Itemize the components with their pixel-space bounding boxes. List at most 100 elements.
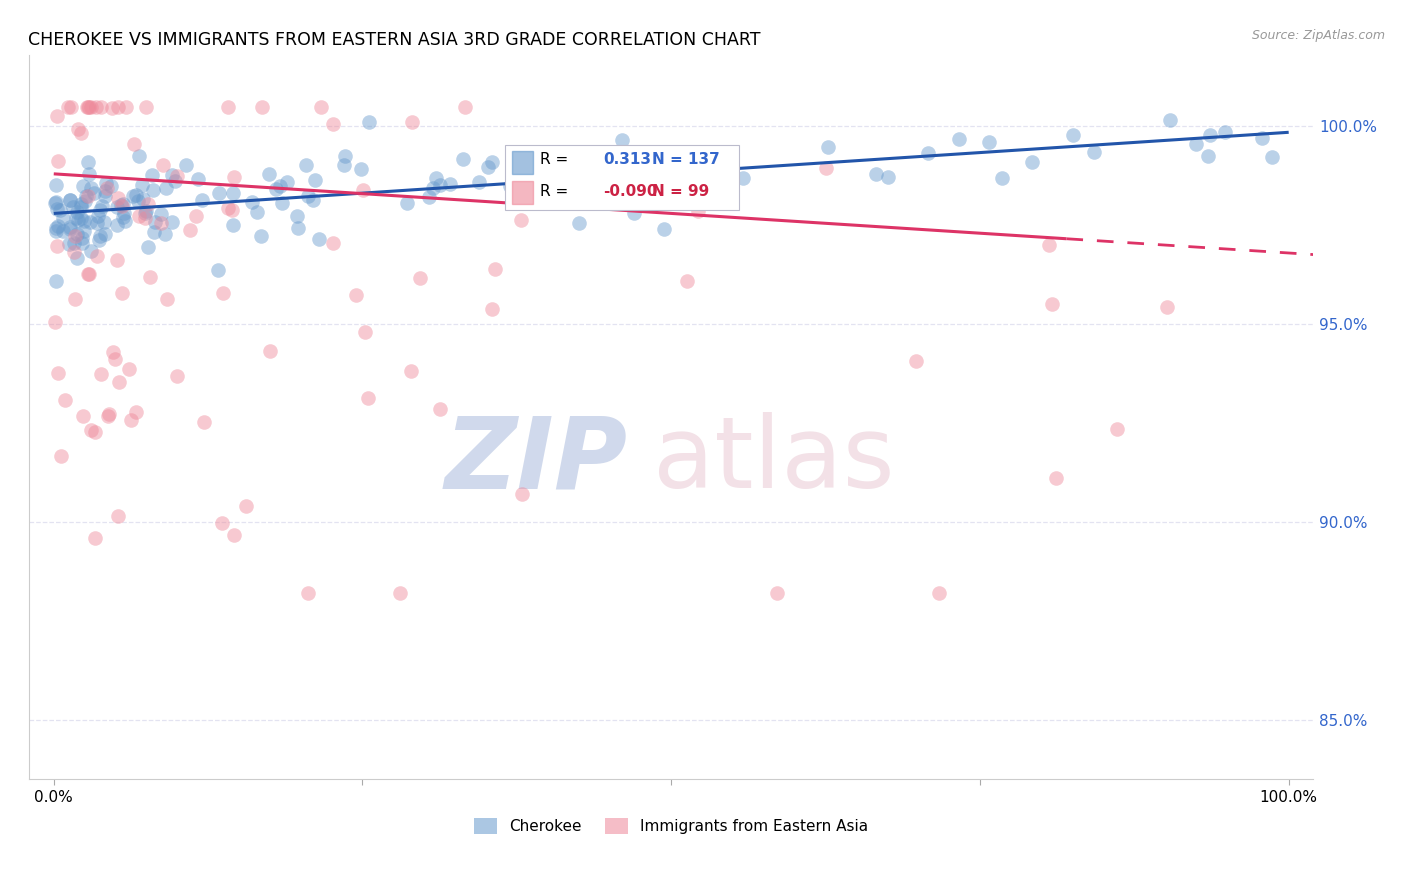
Text: 0.313: 0.313 xyxy=(603,152,651,167)
Point xyxy=(79,215,101,229)
Point xyxy=(134,211,156,225)
Point xyxy=(87,209,110,223)
Point xyxy=(208,186,231,201)
Point xyxy=(122,189,145,203)
Point xyxy=(131,192,153,206)
Point xyxy=(166,368,188,383)
Point xyxy=(59,193,82,207)
Point xyxy=(72,409,94,423)
Point xyxy=(287,221,309,235)
Point xyxy=(114,214,136,228)
Point xyxy=(52,211,75,225)
Point xyxy=(948,131,970,145)
Point xyxy=(207,263,229,277)
Point xyxy=(94,227,117,242)
Point xyxy=(79,180,101,194)
Point xyxy=(112,210,135,224)
Point xyxy=(409,271,432,285)
Point xyxy=(153,227,176,241)
Point xyxy=(80,99,103,113)
Point xyxy=(222,169,245,184)
Point xyxy=(186,209,208,223)
Point xyxy=(499,178,522,193)
Point xyxy=(66,227,89,241)
Point xyxy=(124,137,146,152)
Point xyxy=(136,240,159,254)
Point xyxy=(101,101,124,115)
Point xyxy=(350,161,373,176)
Point xyxy=(240,195,263,210)
Point xyxy=(354,326,377,340)
Point xyxy=(928,586,950,600)
Point xyxy=(108,375,131,389)
Point xyxy=(142,225,165,239)
Point xyxy=(46,239,69,253)
Point xyxy=(1062,128,1084,143)
Point xyxy=(63,236,86,251)
Point xyxy=(111,197,134,211)
Point xyxy=(89,233,111,247)
Point xyxy=(136,196,159,211)
Point xyxy=(333,158,356,172)
Point xyxy=(58,236,80,251)
Point xyxy=(250,229,273,244)
Point xyxy=(125,405,148,419)
Point xyxy=(134,206,156,220)
Point xyxy=(105,200,128,214)
Text: Source: ZipAtlas.com: Source: ZipAtlas.com xyxy=(1251,29,1385,42)
Point xyxy=(45,178,67,192)
Point xyxy=(77,154,100,169)
Point xyxy=(80,424,103,438)
Point xyxy=(221,202,243,217)
Point xyxy=(45,224,67,238)
Point xyxy=(212,286,235,301)
Point xyxy=(89,202,111,217)
Point xyxy=(425,171,447,186)
Point xyxy=(401,115,423,129)
Point xyxy=(94,176,117,190)
Point xyxy=(98,407,121,421)
Point xyxy=(44,315,66,329)
Point xyxy=(139,269,162,284)
Point xyxy=(222,218,245,232)
Point xyxy=(62,200,84,214)
Point xyxy=(63,293,86,307)
Point xyxy=(45,221,67,235)
Point xyxy=(1040,296,1063,310)
Point xyxy=(222,528,245,542)
Point xyxy=(160,169,183,183)
Point xyxy=(69,200,91,214)
Point xyxy=(1156,301,1178,315)
Point xyxy=(510,213,533,227)
Point xyxy=(105,252,128,267)
Point xyxy=(53,392,76,407)
Point xyxy=(63,228,86,243)
Point xyxy=(107,508,129,523)
Point xyxy=(93,215,115,229)
Legend: Cherokee, Immigrants from Eastern Asia: Cherokee, Immigrants from Eastern Asia xyxy=(468,813,875,840)
Point xyxy=(422,181,444,195)
Point xyxy=(322,235,344,250)
Point xyxy=(48,153,70,168)
Point xyxy=(429,178,451,192)
Point xyxy=(45,110,67,124)
Point xyxy=(174,158,197,172)
Point xyxy=(105,219,128,233)
Point xyxy=(59,221,82,235)
Point xyxy=(49,203,72,218)
Point xyxy=(609,186,631,201)
Point xyxy=(1213,125,1236,139)
Point xyxy=(652,222,675,236)
Point xyxy=(388,586,411,600)
Point xyxy=(115,99,138,113)
Point xyxy=(765,586,787,600)
Point xyxy=(84,425,107,439)
Point xyxy=(257,167,280,181)
Point xyxy=(72,178,94,193)
Point xyxy=(991,170,1014,185)
Point xyxy=(110,197,132,211)
Point xyxy=(217,202,239,216)
Point xyxy=(357,391,380,405)
Point xyxy=(235,499,257,513)
Point xyxy=(70,211,93,226)
